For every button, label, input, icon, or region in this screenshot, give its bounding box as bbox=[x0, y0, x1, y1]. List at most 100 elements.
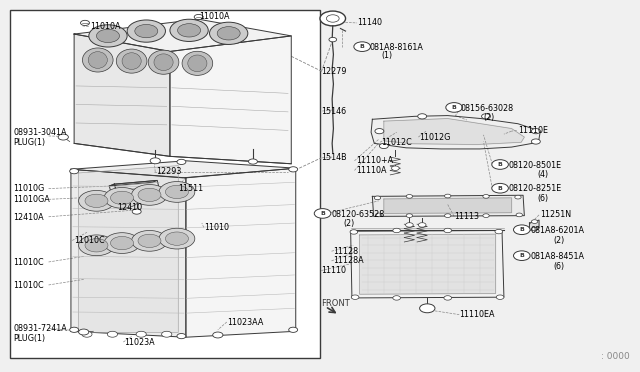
Circle shape bbox=[217, 27, 240, 40]
Circle shape bbox=[289, 167, 298, 172]
Text: B: B bbox=[520, 227, 524, 232]
Circle shape bbox=[150, 158, 161, 164]
Text: 11010C: 11010C bbox=[74, 236, 105, 246]
Circle shape bbox=[79, 190, 115, 211]
Text: 11140: 11140 bbox=[357, 19, 382, 28]
Circle shape bbox=[515, 195, 521, 199]
Circle shape bbox=[166, 185, 188, 199]
Text: 081A8-8161A: 081A8-8161A bbox=[370, 42, 424, 51]
Text: 11012G: 11012G bbox=[420, 132, 451, 142]
Circle shape bbox=[289, 327, 298, 333]
Text: 081A8-8451A: 081A8-8451A bbox=[531, 252, 585, 261]
Circle shape bbox=[393, 228, 401, 233]
Polygon shape bbox=[371, 116, 540, 149]
Circle shape bbox=[132, 231, 168, 251]
Circle shape bbox=[159, 182, 195, 202]
Text: (2): (2) bbox=[554, 235, 565, 245]
Circle shape bbox=[159, 228, 195, 249]
Text: 08120-8501E: 08120-8501E bbox=[508, 161, 561, 170]
Text: : 0000: : 0000 bbox=[601, 352, 630, 361]
Circle shape bbox=[320, 11, 346, 26]
Circle shape bbox=[70, 169, 79, 174]
Circle shape bbox=[82, 331, 92, 337]
Text: FRONT: FRONT bbox=[321, 299, 350, 308]
Circle shape bbox=[495, 230, 502, 234]
Text: 11128A: 11128A bbox=[333, 256, 364, 265]
Text: (6): (6) bbox=[537, 194, 548, 203]
Circle shape bbox=[135, 25, 158, 38]
Circle shape bbox=[85, 238, 108, 252]
Circle shape bbox=[326, 15, 339, 22]
Text: PLUG(1): PLUG(1) bbox=[13, 138, 45, 147]
Text: (2): (2) bbox=[483, 113, 495, 122]
Ellipse shape bbox=[182, 51, 212, 76]
Text: (4): (4) bbox=[537, 170, 548, 179]
Circle shape bbox=[177, 24, 200, 37]
Circle shape bbox=[445, 194, 451, 198]
Circle shape bbox=[70, 327, 79, 333]
Ellipse shape bbox=[188, 55, 207, 72]
Circle shape bbox=[248, 159, 257, 164]
Text: 08120-8251E: 08120-8251E bbox=[508, 185, 562, 193]
Circle shape bbox=[81, 20, 90, 26]
Circle shape bbox=[111, 191, 134, 205]
Circle shape bbox=[104, 187, 140, 208]
Circle shape bbox=[392, 166, 399, 170]
Polygon shape bbox=[109, 180, 157, 186]
Polygon shape bbox=[79, 166, 178, 333]
Polygon shape bbox=[109, 184, 119, 203]
Text: PLUG(1): PLUG(1) bbox=[13, 334, 45, 343]
Text: (2): (2) bbox=[343, 219, 355, 228]
Circle shape bbox=[138, 188, 161, 202]
Circle shape bbox=[374, 196, 381, 200]
Text: 11110EA: 11110EA bbox=[460, 310, 495, 319]
Polygon shape bbox=[115, 180, 162, 201]
Circle shape bbox=[104, 233, 140, 253]
Circle shape bbox=[406, 223, 413, 227]
Text: 08931-3041A: 08931-3041A bbox=[13, 128, 67, 137]
Circle shape bbox=[492, 160, 508, 169]
Circle shape bbox=[420, 304, 435, 313]
Circle shape bbox=[444, 228, 452, 233]
Ellipse shape bbox=[116, 49, 147, 73]
Circle shape bbox=[531, 129, 540, 134]
Circle shape bbox=[354, 42, 371, 51]
Circle shape bbox=[162, 331, 172, 337]
Text: 11251N: 11251N bbox=[540, 211, 572, 219]
Text: (1): (1) bbox=[381, 51, 392, 60]
Circle shape bbox=[531, 227, 538, 231]
Text: 12293: 12293 bbox=[156, 167, 181, 176]
Ellipse shape bbox=[88, 52, 108, 68]
Ellipse shape bbox=[122, 53, 141, 70]
Text: 11012C: 11012C bbox=[381, 138, 412, 147]
Text: 11110E: 11110E bbox=[518, 126, 548, 135]
Text: B: B bbox=[320, 211, 325, 216]
Circle shape bbox=[79, 329, 89, 335]
Circle shape bbox=[531, 139, 540, 144]
Text: B: B bbox=[520, 253, 524, 258]
Circle shape bbox=[212, 332, 223, 338]
Circle shape bbox=[376, 213, 382, 217]
Circle shape bbox=[380, 143, 388, 148]
Text: (6): (6) bbox=[554, 262, 565, 270]
Circle shape bbox=[513, 251, 530, 260]
Text: 11128: 11128 bbox=[333, 247, 358, 256]
Circle shape bbox=[444, 296, 452, 300]
Circle shape bbox=[132, 209, 141, 214]
Text: 081A8-6201A: 081A8-6201A bbox=[531, 226, 585, 235]
Circle shape bbox=[314, 209, 331, 218]
Circle shape bbox=[406, 214, 413, 218]
Text: 1514B: 1514B bbox=[321, 153, 347, 162]
Circle shape bbox=[351, 295, 359, 299]
Text: 08156-63028: 08156-63028 bbox=[461, 104, 514, 113]
Text: 11010: 11010 bbox=[204, 223, 228, 232]
Polygon shape bbox=[384, 119, 524, 144]
Polygon shape bbox=[384, 198, 511, 214]
Circle shape bbox=[138, 234, 161, 247]
Text: 11010C: 11010C bbox=[13, 281, 44, 290]
Circle shape bbox=[170, 19, 208, 41]
Text: 12410: 12410 bbox=[118, 203, 143, 212]
Circle shape bbox=[496, 295, 504, 299]
Polygon shape bbox=[71, 169, 186, 337]
Text: 08120-63528: 08120-63528 bbox=[332, 210, 385, 219]
